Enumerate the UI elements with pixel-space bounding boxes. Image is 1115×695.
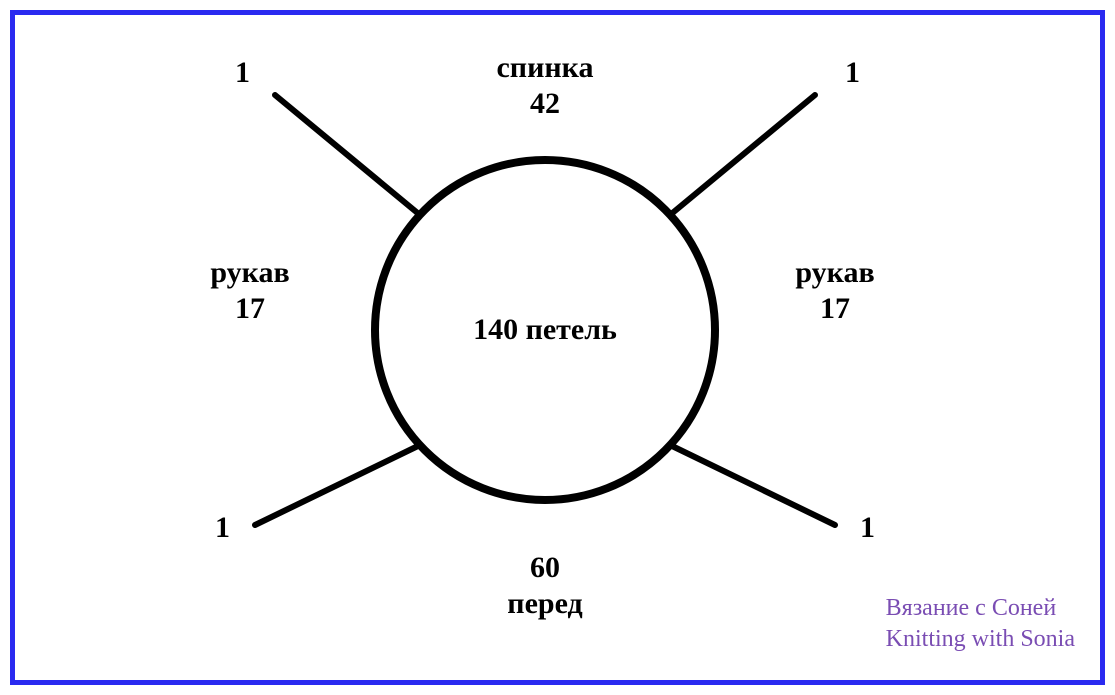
credit-line1: Вязание с Соней <box>886 593 1075 624</box>
right-section-label: рукав 17 <box>795 255 874 327</box>
left-section-label: рукав 17 <box>210 255 289 327</box>
raglan-line-tr <box>670 95 815 215</box>
credit-line2: Knitting with Sonia <box>886 624 1075 655</box>
center-label: 140 петель <box>473 312 617 348</box>
left-section-name: рукав <box>210 255 289 291</box>
top-section-name: спинка <box>496 50 593 86</box>
right-section-name: рукав <box>795 255 874 291</box>
left-section-value: 17 <box>210 291 289 327</box>
bottom-section-name: перед <box>507 586 582 622</box>
corner-bl: 1 <box>215 510 230 546</box>
raglan-line-br <box>670 445 835 525</box>
corner-tr: 1 <box>845 55 860 91</box>
corner-tl: 1 <box>235 55 250 91</box>
raglan-line-bl <box>255 445 420 525</box>
bottom-section-label: 60 перед <box>507 550 582 622</box>
raglan-line-tl <box>275 95 420 215</box>
top-section-value: 42 <box>496 86 593 122</box>
right-section-value: 17 <box>795 291 874 327</box>
credit-block: Вязание с Соней Knitting with Sonia <box>886 593 1075 655</box>
bottom-section-value: 60 <box>507 550 582 586</box>
corner-br: 1 <box>860 510 875 546</box>
top-section-label: спинка 42 <box>496 50 593 122</box>
